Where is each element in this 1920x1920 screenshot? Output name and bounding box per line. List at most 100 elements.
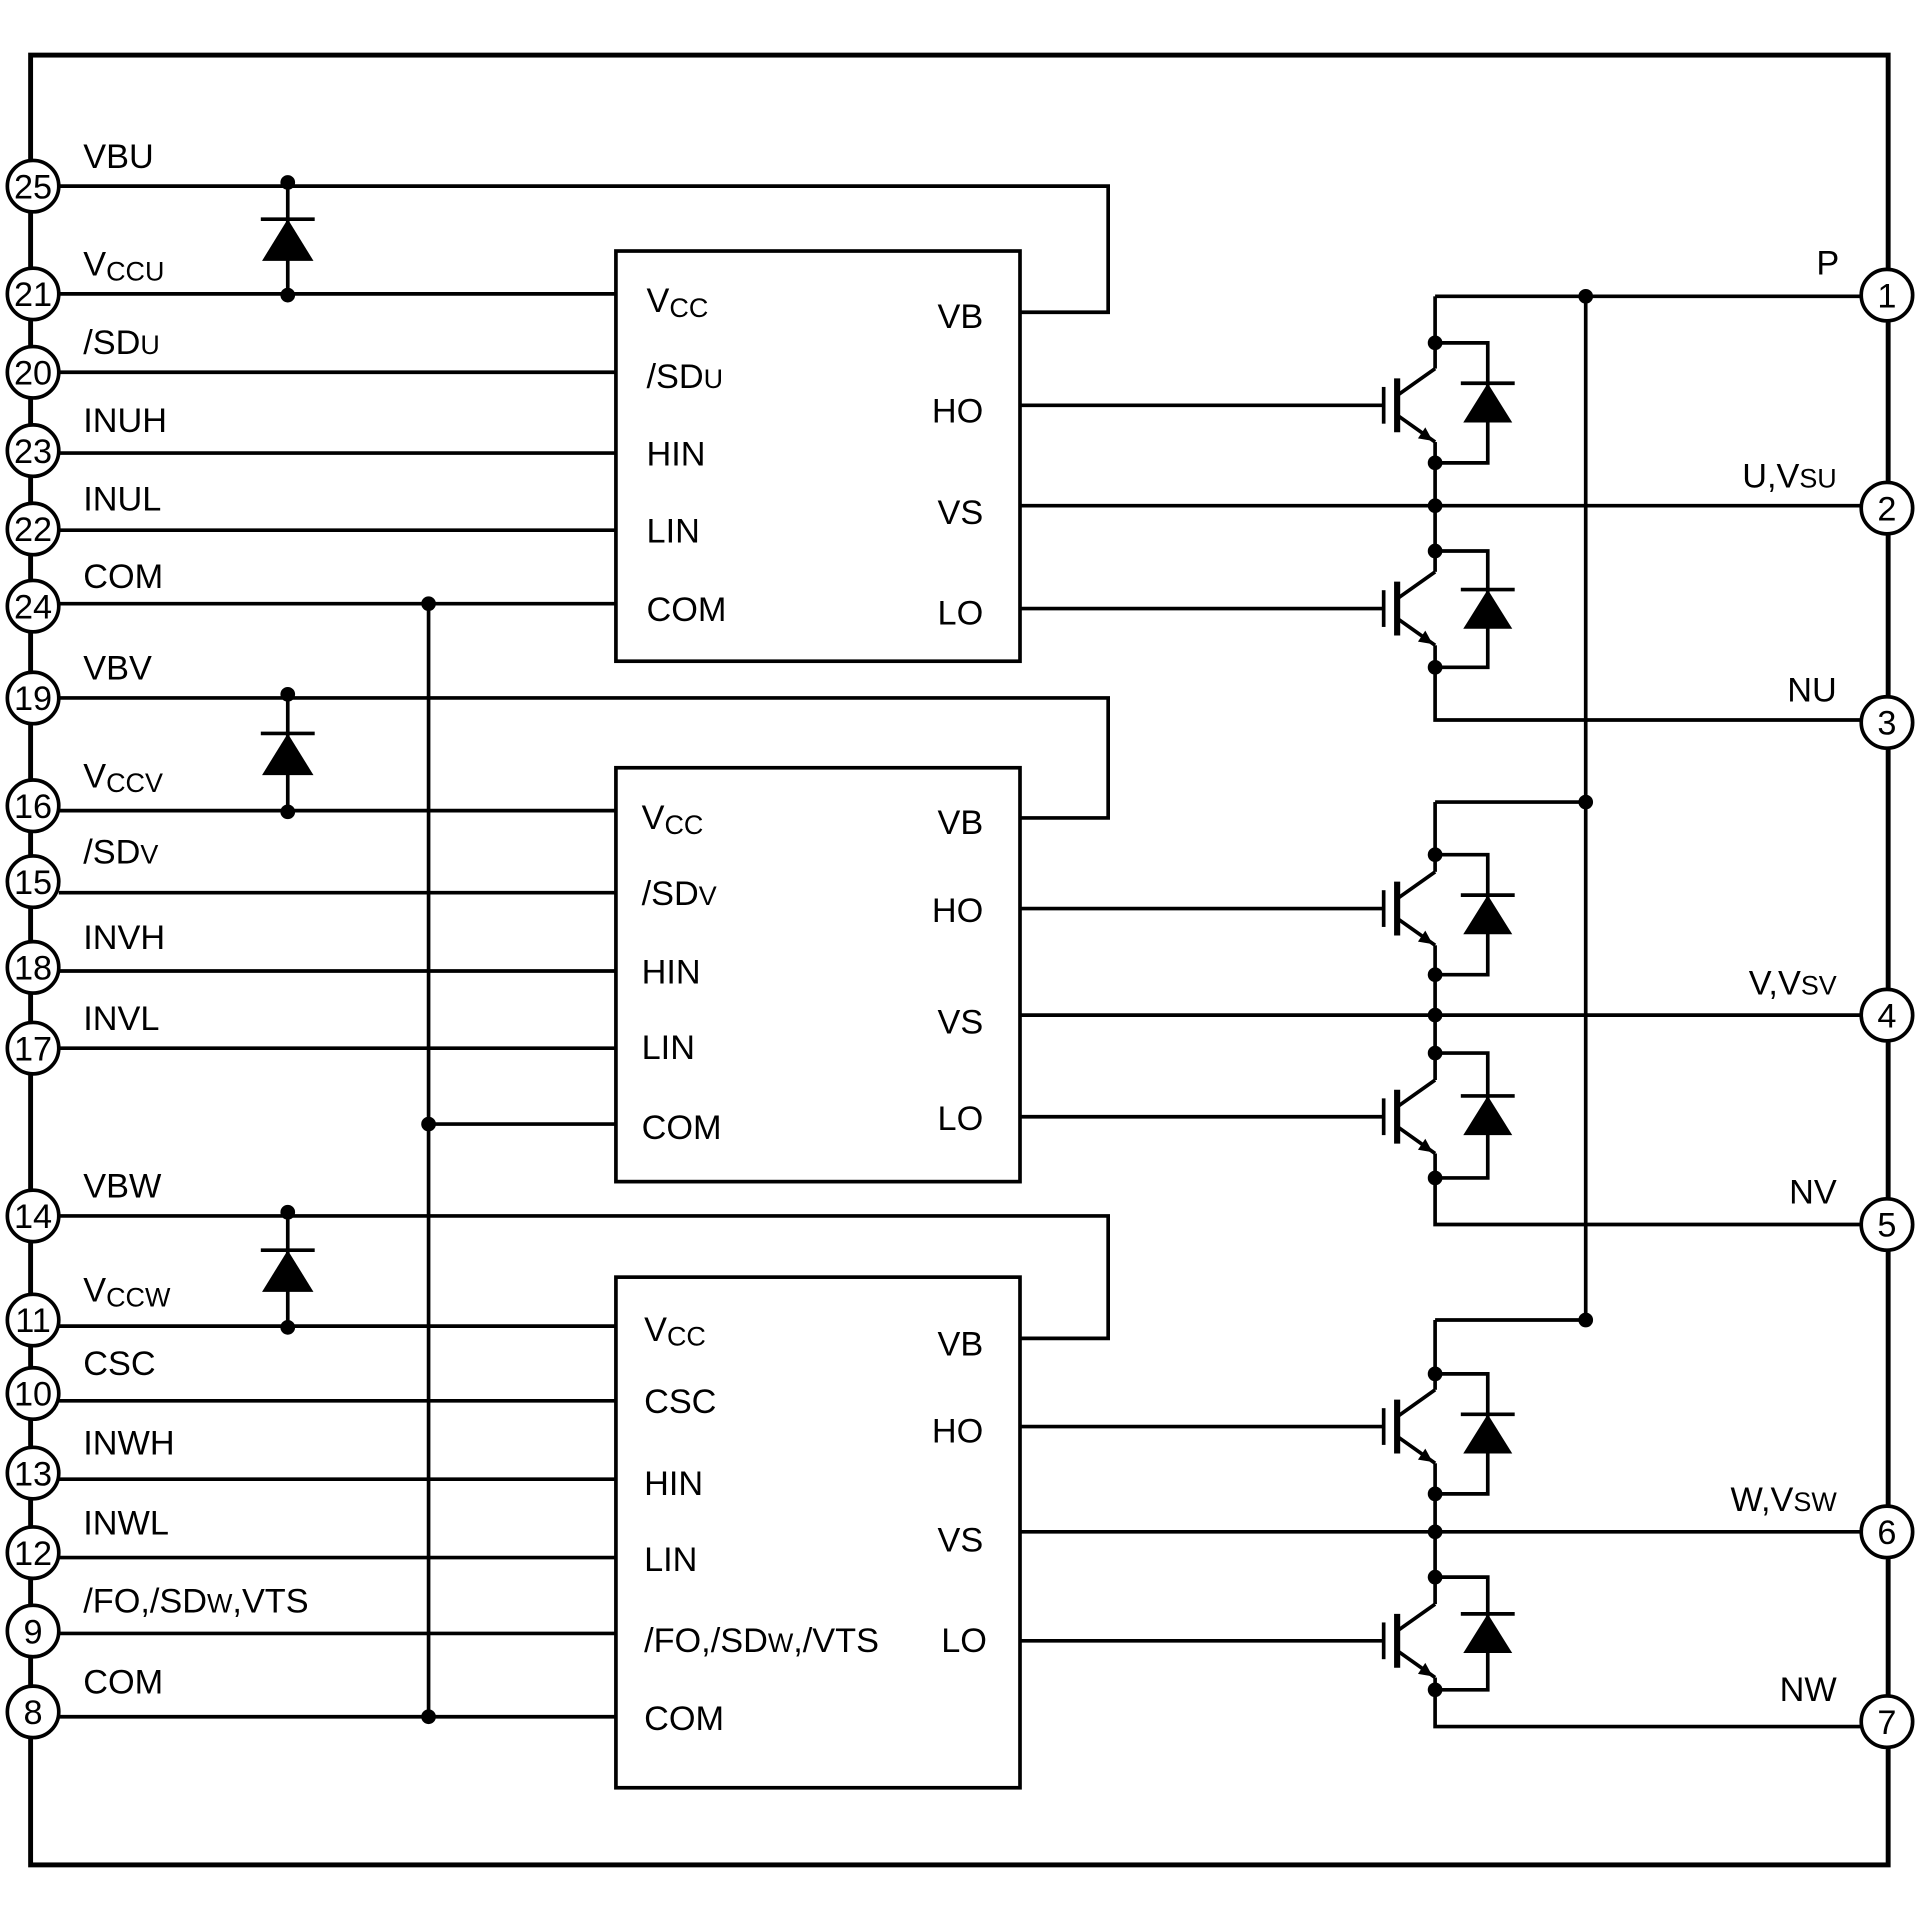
label-part: INUH (83, 402, 167, 440)
label-part: VBV (83, 650, 152, 688)
freewheel-diode-icon (1463, 589, 1513, 629)
ic-pin-label: VCC (642, 799, 704, 840)
bootstrap-diode-icon (260, 694, 315, 812)
label-part: COM (644, 1700, 724, 1738)
igbt-collector (1396, 570, 1437, 601)
left-pin-17: 17 (5, 1020, 61, 1076)
igbt-collector (1396, 1388, 1437, 1419)
label-part: NW (1780, 1671, 1838, 1709)
junction-dot (1427, 967, 1443, 983)
pin-circle (5, 344, 61, 400)
pin-number: 3 (1877, 705, 1896, 743)
ic-pin-label: /SDV (642, 875, 717, 913)
igbt-emitter-arrow (1417, 427, 1433, 441)
junction-dot (1427, 660, 1443, 675)
left-pin-15: 15 (5, 854, 61, 910)
igbt-collector (1396, 367, 1437, 398)
ic-pin-label: LIN (642, 1029, 695, 1067)
junction-dot (280, 1204, 296, 1220)
gate-driver-ic-1 (614, 249, 1022, 664)
igbt-emitter-arrow (1417, 1138, 1433, 1153)
label-part: SW (1793, 1487, 1837, 1517)
junction-dot (1427, 1569, 1443, 1585)
ic-pin-label: VB (938, 804, 984, 842)
igbt-emitter-arrow (1417, 630, 1433, 645)
junction-dot (1427, 1170, 1443, 1186)
label-part: HIN (642, 953, 701, 991)
pin-number: 15 (14, 864, 52, 902)
ic-pin-label: COM (647, 591, 727, 629)
label-part: VS (938, 1003, 984, 1041)
right-pin-label: P (1816, 244, 1839, 282)
left-pin-label: VBU (83, 138, 153, 176)
left-pin-8: 8 (5, 1684, 61, 1740)
junction-dot (280, 686, 296, 702)
ic-body (614, 765, 1022, 1184)
label-part: V (83, 757, 106, 795)
ic-pin-label: VS (938, 494, 984, 532)
pin-number: 19 (14, 680, 52, 718)
pin-number: 12 (14, 1535, 52, 1573)
ic-pin-label: HIN (647, 435, 706, 473)
ic-pin-label: VB (938, 298, 984, 336)
igbt-collector (1396, 870, 1437, 901)
label-part: CCW (106, 1283, 171, 1313)
pin-number: 24 (14, 588, 52, 626)
diode-triangle (262, 733, 314, 776)
label-part: VS (938, 494, 984, 532)
left-pin-label: INWH (83, 1425, 174, 1463)
label-part: P (1816, 244, 1839, 282)
right-pin-6: 6 (1859, 1504, 1915, 1560)
label-part: LIN (647, 512, 700, 550)
label-part: V (699, 881, 717, 911)
pin-number: 23 (14, 433, 52, 471)
junction-dot (280, 1320, 296, 1335)
left-pin-25: 25 (5, 158, 61, 214)
pin-circle (5, 1365, 61, 1422)
label-part: W,V (1731, 1481, 1794, 1519)
pin-number: 10 (14, 1376, 52, 1414)
junction-dot (1578, 794, 1594, 810)
left-pin-19: 19 (5, 670, 61, 726)
junction-dot (421, 596, 436, 612)
vb-wire (58, 696, 1110, 820)
freewheel-diode-icon (1463, 895, 1513, 935)
left-pin-12: 12 (5, 1525, 61, 1581)
label-part: CC (667, 1322, 706, 1352)
left-pin-18: 18 (5, 939, 61, 995)
pin-number: 2 (1877, 490, 1896, 528)
ic-pin-label: /FO,/SDW,/VTS (644, 1622, 879, 1660)
label-part: NU (1787, 672, 1837, 710)
left-pin-label: /SDV (83, 833, 158, 871)
pin-circle (5, 778, 61, 834)
label-part: COM (642, 1109, 722, 1147)
ic-pin-label: HO (932, 892, 983, 930)
left-pin-label: INVL (83, 1000, 159, 1038)
left-pin-label: COM (83, 1663, 163, 1701)
ic-pin-label: VCC (644, 1311, 706, 1352)
label-part: /SD (83, 324, 140, 362)
junction-dot (1427, 847, 1443, 863)
igbt-high-side-icon (1381, 341, 1515, 465)
label-part: LO (938, 1100, 984, 1138)
ic-pin-label: LO (938, 1100, 984, 1138)
label-part: HO (932, 392, 983, 430)
label-part: CC (664, 810, 703, 840)
label-part: VB (938, 804, 984, 842)
right-pin-label: U,VSU (1742, 457, 1837, 495)
pin-circle (5, 939, 61, 995)
label-part: CC (669, 293, 708, 323)
pin-number: 1 (1877, 277, 1896, 315)
left-pin-label: INUL (83, 481, 161, 519)
right-pin-3: 3 (1859, 694, 1915, 750)
left-pin-21: 21 (5, 266, 61, 322)
label-part: COM (83, 1663, 163, 1701)
pin-circle (5, 1603, 61, 1659)
label-part: VB (938, 298, 984, 336)
left-pin-11: 11 (5, 1292, 61, 1348)
vb-wire (58, 184, 1110, 315)
left-pin-label: CSC (83, 1345, 155, 1383)
label-part: VBU (83, 138, 153, 176)
ic-pin-label: COM (644, 1700, 724, 1738)
pin-circle (5, 854, 61, 910)
